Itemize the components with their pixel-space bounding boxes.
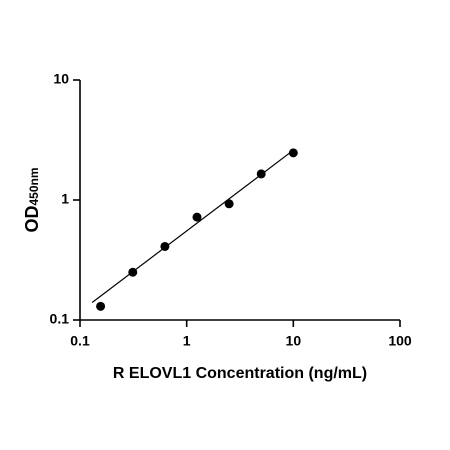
x-axis-label: R ELOVL1 Concentration (ng/mL)	[113, 365, 367, 382]
data-point	[288, 148, 298, 158]
data-point	[128, 267, 138, 277]
y-tick-label: 1	[61, 191, 69, 207]
x-tick-label: 0.1	[70, 333, 90, 349]
x-tick-label: 1	[183, 333, 191, 349]
data-point	[224, 199, 234, 209]
y-axis-label-sub: 450nm	[27, 167, 41, 205]
x-tick-label: 10	[286, 333, 302, 349]
data-point	[192, 212, 202, 222]
y-axis-label-main: OD	[22, 206, 42, 233]
x-tick-label: 100	[388, 333, 412, 349]
y-axis-label: OD450nm	[22, 167, 42, 232]
data-point	[160, 241, 170, 251]
data-point	[96, 301, 106, 311]
y-tick-label: 0.1	[50, 311, 70, 327]
data-point	[256, 169, 266, 179]
y-tick-label: 10	[53, 71, 69, 87]
